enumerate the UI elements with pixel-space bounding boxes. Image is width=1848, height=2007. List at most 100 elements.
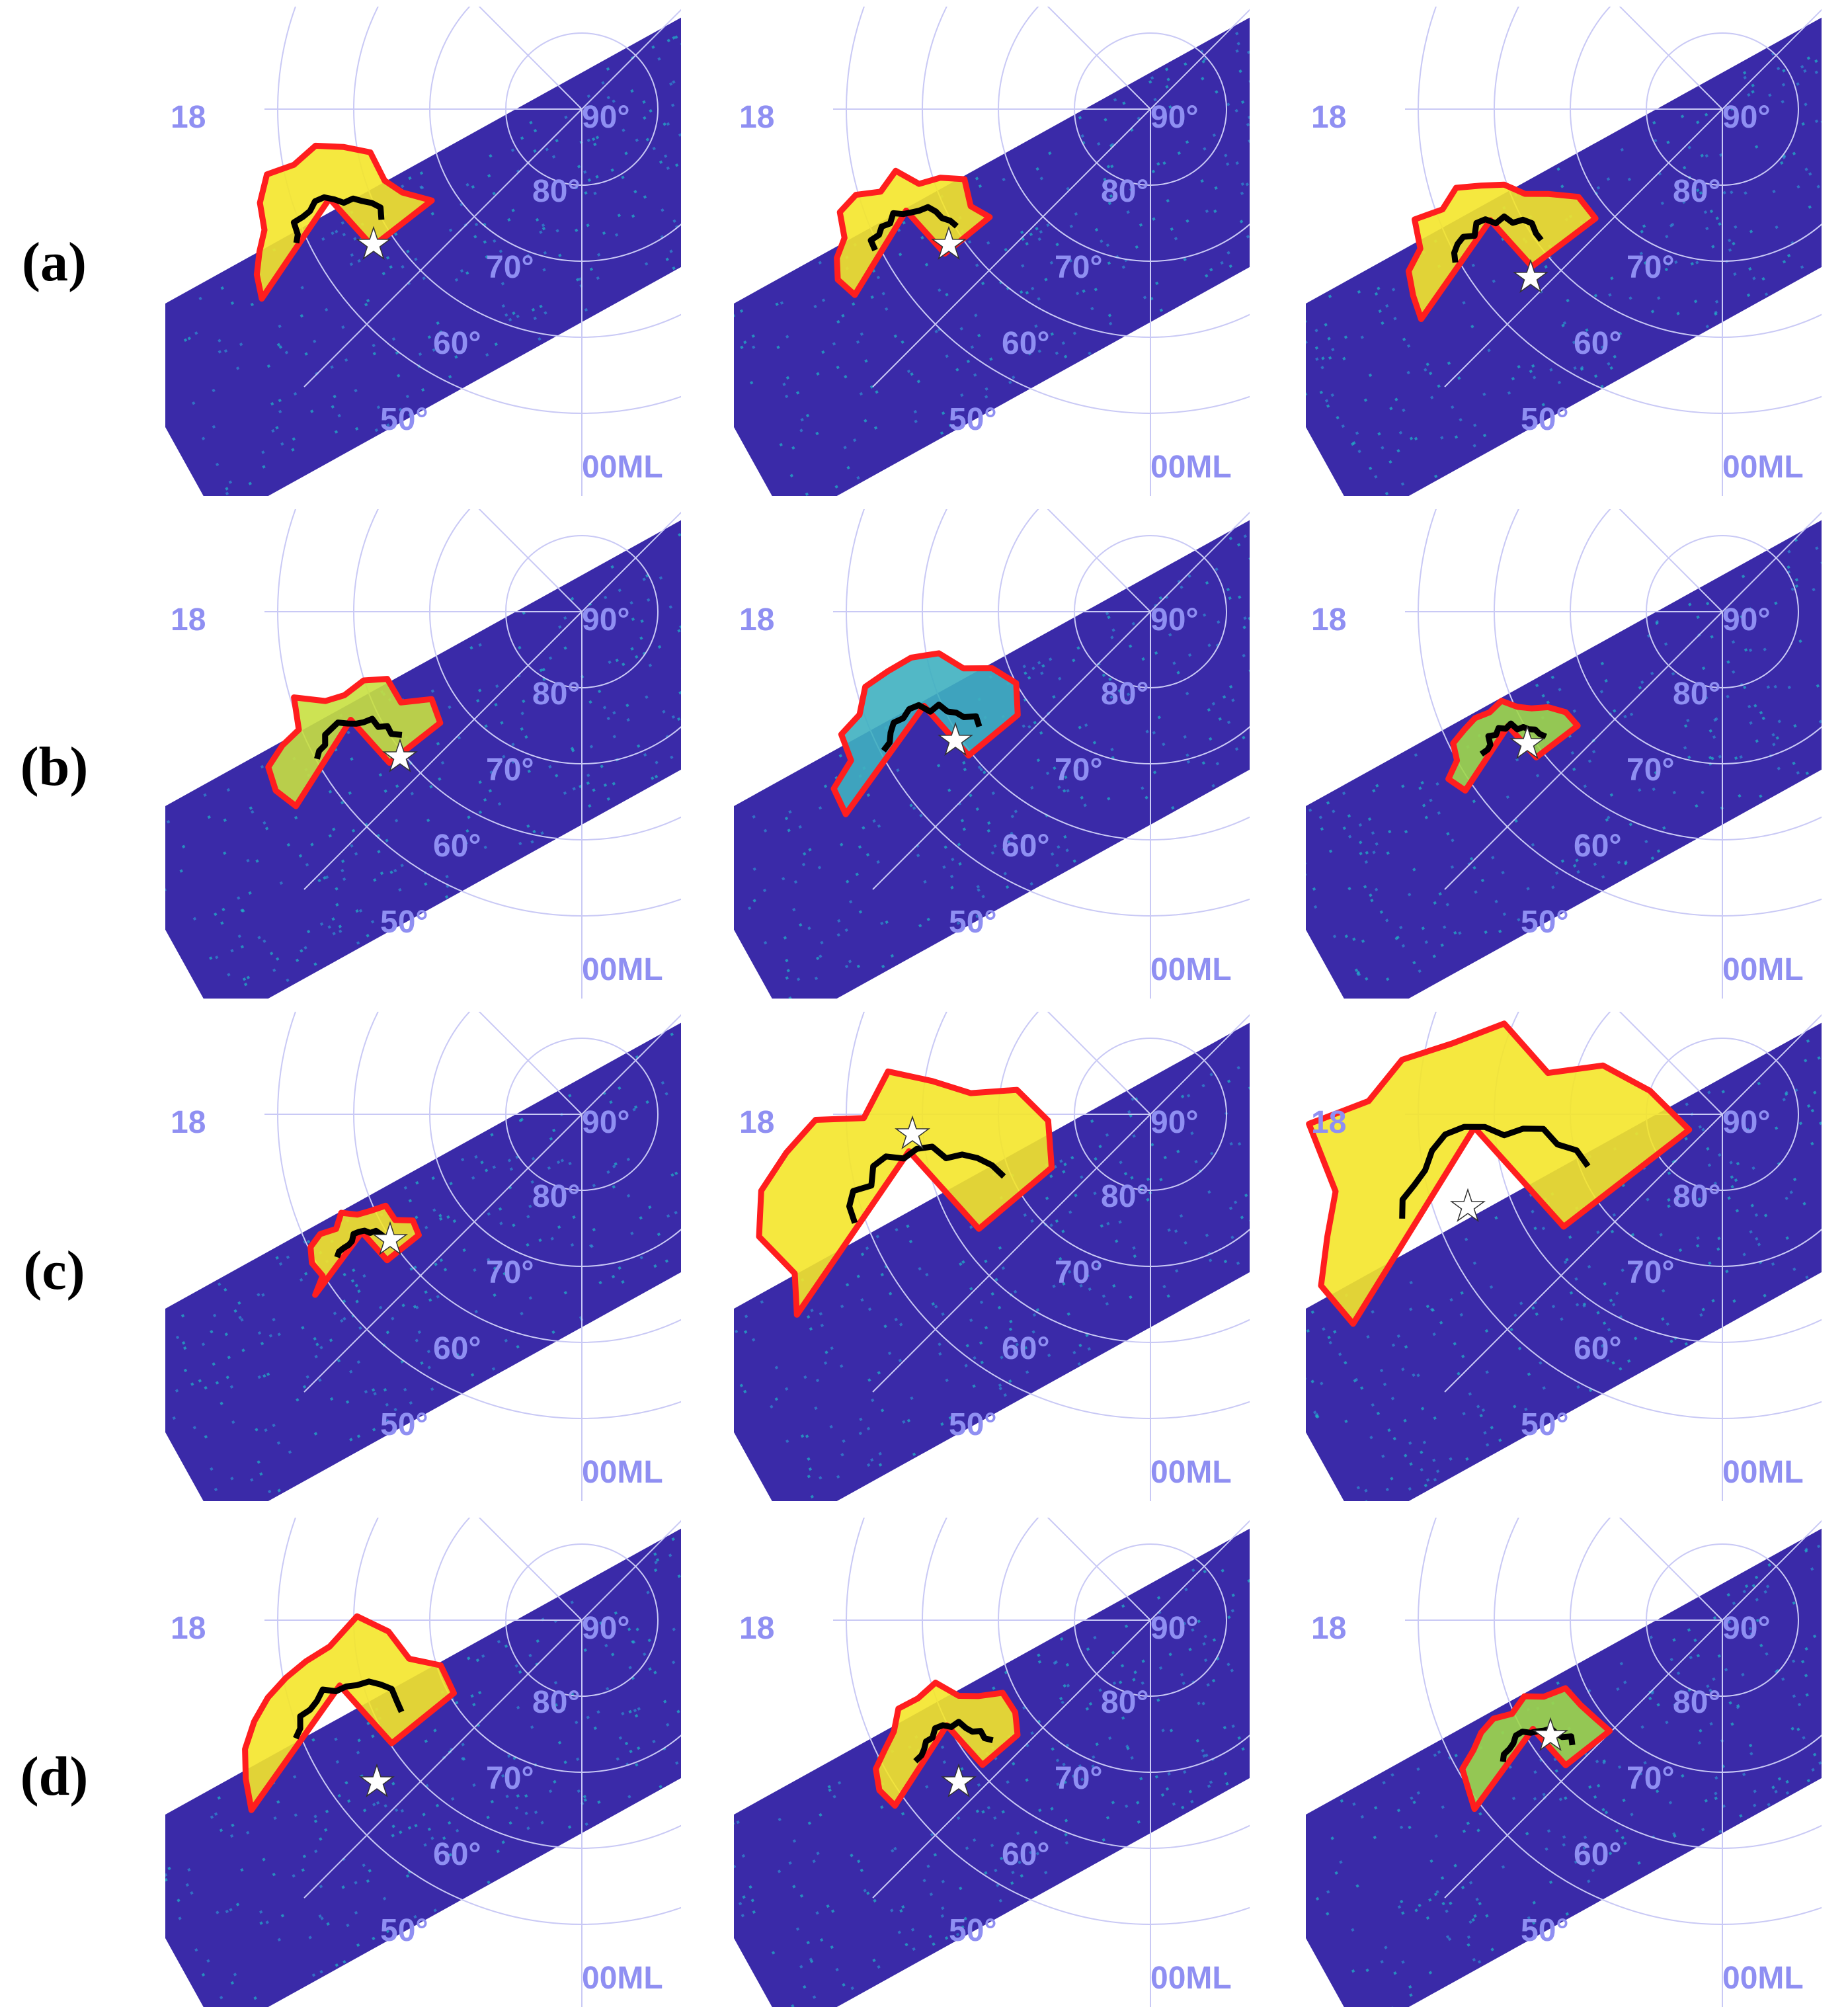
grid-label-lat-90: 90° [1722, 100, 1771, 135]
grid-label-lat-70: 70° [486, 1761, 534, 1796]
auroral-panel: 18 90° 80° 70° 60° 50° 00ML [165, 509, 681, 999]
grid-label-mlt-00: 00ML [1722, 952, 1804, 987]
grid-label-lat-50: 50° [949, 1913, 997, 1948]
polar-plot: 18 90° 80° 70° 60° 50° 00ML [734, 7, 1250, 496]
grid-label-mlt-00: 00ML [1150, 1455, 1232, 1490]
grid-label-mlt-00: 00ML [582, 952, 663, 987]
grid-label-lat-60: 60° [1574, 326, 1622, 361]
grid-label-mlt-00: 00ML [1150, 952, 1232, 987]
grid-label-mlt-00: 00ML [1150, 1961, 1232, 1996]
grid-label-mlt-00: 00ML [582, 1455, 663, 1490]
auroral-panel: 18 90° 80° 70° 60° 50° 00ML [1306, 7, 1822, 496]
grid-label-lat-70: 70° [1627, 250, 1675, 285]
grid-label-lat-70: 70° [1055, 753, 1103, 788]
grid-label-mlt-18: 18 [171, 100, 206, 135]
grid-label-lat-80: 80° [532, 676, 581, 712]
grid-label-lat-70: 70° [1627, 1255, 1675, 1290]
grid-label-lat-90: 90° [1722, 1105, 1771, 1140]
grid-label-mlt-00: 00ML [1722, 1961, 1804, 1996]
polar-plot: 18 90° 80° 70° 60° 50° 00ML [1306, 509, 1822, 999]
grid-label-lat-90: 90° [582, 1611, 630, 1646]
grid-label-lat-90: 90° [1150, 602, 1199, 637]
grid-label-lat-80: 80° [1673, 1685, 1721, 1720]
grid-label-lat-80: 80° [532, 174, 581, 209]
grid-label-mlt-18: 18 [1311, 602, 1346, 637]
grid-label-lat-60: 60° [1574, 829, 1622, 864]
grid-label-lat-90: 90° [1722, 1611, 1771, 1646]
grid-label-lat-60: 60° [1002, 326, 1050, 361]
grid-label-lat-50: 50° [380, 1913, 428, 1948]
auroral-panel: 18 90° 80° 70° 60° 50° 00ML [165, 1518, 681, 2007]
row-label-a: (a) [8, 235, 100, 290]
grid-label-lat-50: 50° [380, 1407, 428, 1442]
grid-label-mlt-00: 00ML [582, 450, 663, 485]
grid-label-lat-60: 60° [433, 829, 481, 864]
grid-label-lat-80: 80° [1101, 676, 1149, 712]
auroral-panel: 18 90° 80° 70° 60° 50° 00ML [734, 7, 1250, 496]
grid-label-lat-50: 50° [380, 905, 428, 940]
grid-label-mlt-00: 00ML [582, 1961, 663, 1996]
polar-plot: 18 90° 80° 70° 60° 50° 00ML [1306, 7, 1822, 496]
auroral-panel: 18 90° 80° 70° 60° 50° 00ML [1306, 509, 1822, 999]
grid-label-lat-80: 80° [1673, 174, 1721, 209]
grid-label-lat-90: 90° [1150, 100, 1199, 135]
grid-label-lat-80: 80° [1101, 1685, 1149, 1720]
grid-label-lat-50: 50° [1521, 905, 1569, 940]
grid-label-lat-50: 50° [1521, 1407, 1569, 1442]
grid-label-lat-60: 60° [1002, 1331, 1050, 1366]
row-label-d: (d) [8, 1749, 100, 1805]
grid-label-lat-70: 70° [486, 1255, 534, 1290]
grid-label-lat-60: 60° [433, 1331, 481, 1366]
grid-label-mlt-18: 18 [1311, 1105, 1346, 1140]
grid-label-lat-90: 90° [1722, 602, 1771, 637]
grid-label-lat-50: 50° [949, 402, 997, 437]
grid-label-lat-90: 90° [1150, 1105, 1199, 1140]
grid-label-lat-90: 90° [582, 100, 630, 135]
grid-label-lat-80: 80° [1101, 1179, 1149, 1214]
grid-label-mlt-18: 18 [171, 1611, 206, 1646]
grid-label-lat-70: 70° [1627, 753, 1675, 788]
grid-label-lat-60: 60° [1574, 1837, 1622, 1872]
polar-plot: 18 90° 80° 70° 60° 50° 00ML [165, 509, 681, 999]
grid-label-lat-70: 70° [486, 753, 534, 788]
grid-label-mlt-18: 18 [739, 1105, 774, 1140]
polar-plot: 18 90° 80° 70° 60° 50° 00ML [165, 1518, 681, 2007]
grid-label-mlt-00: 00ML [1150, 450, 1232, 485]
grid-label-mlt-18: 18 [739, 100, 774, 135]
grid-label-lat-90: 90° [1150, 1611, 1199, 1646]
grid-label-lat-80: 80° [532, 1685, 581, 1720]
grid-label-lat-60: 60° [433, 1837, 481, 1872]
grid-label-lat-50: 50° [1521, 402, 1569, 437]
grid-label-lat-80: 80° [1673, 1179, 1721, 1214]
grid-label-lat-60: 60° [1002, 1837, 1050, 1872]
grid-label-lat-60: 60° [1002, 829, 1050, 864]
row-label-b: (b) [8, 739, 100, 795]
grid-label-lat-70: 70° [1055, 250, 1103, 285]
grid-label-mlt-00: 00ML [1722, 450, 1804, 485]
grid-label-lat-50: 50° [380, 402, 428, 437]
grid-label-mlt-18: 18 [1311, 100, 1346, 135]
grid-label-mlt-18: 18 [1311, 1611, 1346, 1646]
grid-label-lat-70: 70° [486, 250, 534, 285]
grid-label-mlt-18: 18 [171, 602, 206, 637]
grid-label-lat-90: 90° [582, 602, 630, 637]
grid-label-lat-80: 80° [1673, 676, 1721, 712]
grid-label-lat-70: 70° [1627, 1761, 1675, 1796]
grid-label-lat-50: 50° [949, 1407, 997, 1442]
grid-label-mlt-18: 18 [171, 1105, 206, 1140]
grid-label-lat-60: 60° [1574, 1331, 1622, 1366]
grid-label-lat-80: 80° [1101, 174, 1149, 209]
